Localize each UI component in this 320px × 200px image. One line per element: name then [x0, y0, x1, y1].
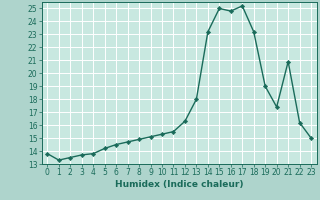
X-axis label: Humidex (Indice chaleur): Humidex (Indice chaleur) [115, 180, 244, 189]
